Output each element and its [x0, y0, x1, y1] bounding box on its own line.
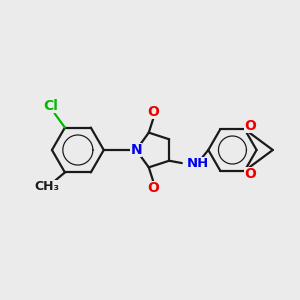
- Text: N: N: [130, 143, 142, 157]
- Text: Cl: Cl: [44, 99, 59, 113]
- Text: O: O: [147, 181, 159, 195]
- Text: O: O: [244, 167, 256, 182]
- Text: CH₃: CH₃: [35, 180, 60, 193]
- Text: O: O: [147, 105, 159, 119]
- Text: O: O: [244, 118, 256, 133]
- Text: NH: NH: [187, 157, 209, 169]
